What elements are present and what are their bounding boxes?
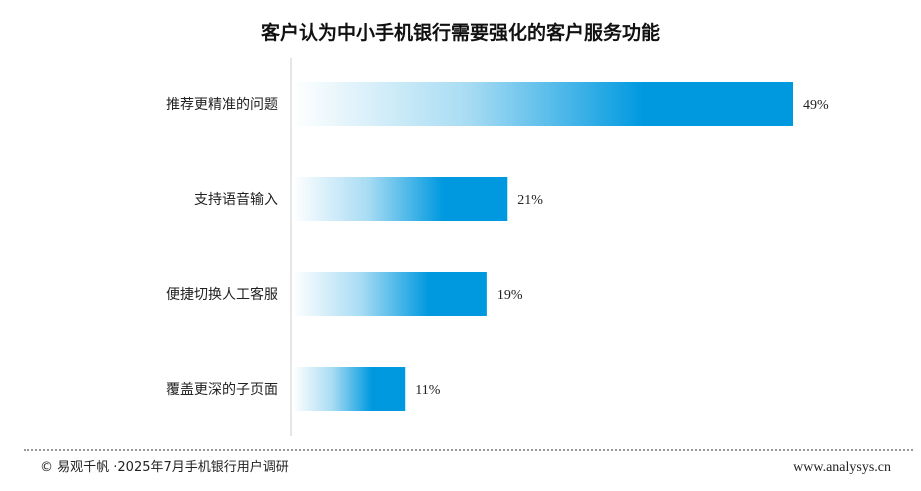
category-label: 支持语音输入 [194,191,278,208]
category-label: 覆盖更深的子页面 [166,382,278,398]
chart-title: 客户认为中小手机银行需要强化的客户服务功能 [260,22,660,44]
website: www.analysys.cn [793,460,891,475]
bar [293,272,487,316]
bar [293,367,406,411]
value-label: 19% [497,288,523,303]
value-label: 49% [803,98,829,113]
value-label: 11% [415,383,440,398]
category-label: 推荐更精准的问题 [166,97,278,113]
category-label: 便捷切换人工客服 [166,286,278,303]
value-label: 21% [517,193,543,208]
source-note: © 易观千帆 ·2025年7月手机银行用户调研 [40,460,289,475]
bar [293,82,793,126]
footer-divider [24,449,913,451]
bar [293,177,508,221]
